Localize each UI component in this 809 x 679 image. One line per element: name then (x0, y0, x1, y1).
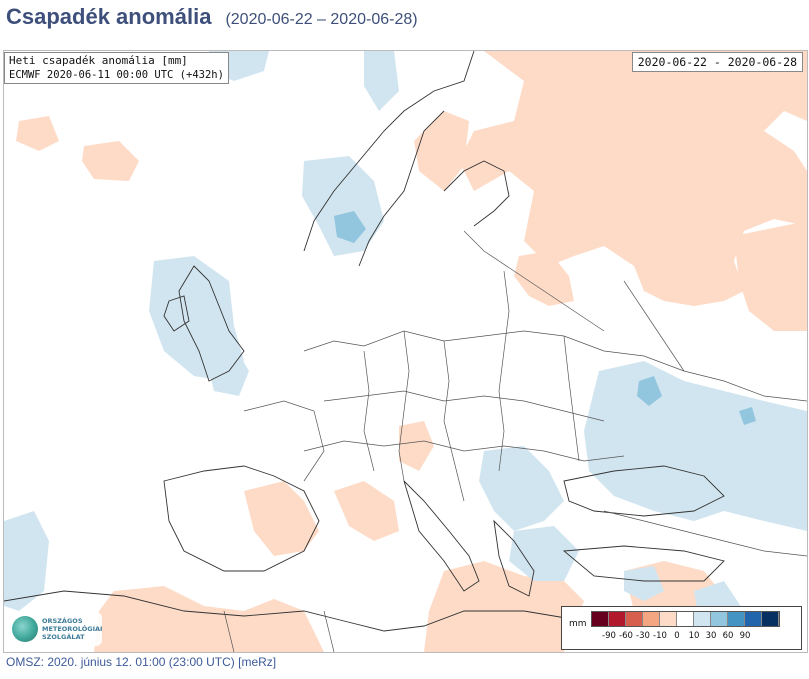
border-line-3 (303, 440, 625, 462)
finland-dry-area (414, 111, 469, 191)
date-range-box: 2020-06-22 - 2020-06-28 (631, 52, 803, 72)
border-line-12 (603, 510, 807, 557)
iberia-dry-area (244, 481, 319, 556)
black-sea-coast (563, 465, 725, 517)
legend-tick-label: 30 (705, 631, 717, 641)
border-line-2 (323, 390, 605, 422)
strong-wet-areas (334, 211, 756, 425)
legend-swatch (660, 612, 677, 626)
legend-swatches (591, 611, 780, 627)
omsz-logo[interactable]: ORSZÁGOS METEOROLÓGIAI SZOLGÁLAT (8, 612, 102, 646)
legend-swatch (762, 612, 779, 626)
legend-swatch (677, 612, 694, 626)
iberia-coast (163, 465, 320, 572)
finland-coast (443, 160, 510, 227)
lapland-wet-patch (364, 51, 399, 111)
legend-swatch (592, 612, 609, 626)
norway-strong-wet (334, 211, 366, 243)
britain-coast (178, 265, 245, 382)
page-title: Csapadék anomália (6, 4, 212, 29)
title-bar: Csapadék anomália (2020-06-22 – 2020-06-… (6, 4, 418, 34)
logo-line-1: ORSZÁGOS (42, 617, 83, 625)
omsz-logo-text: ORSZÁGOS METEOROLÓGIAI SZOLGÁLAT (42, 617, 102, 641)
border-line-5 (498, 270, 510, 472)
footer-credit: OMSZ: 2020. június 12. 01:00 (23:00 UTC)… (6, 655, 277, 669)
belarus-dry-area (514, 251, 574, 306)
legend-swatch (643, 612, 660, 626)
greece-coast (493, 519, 535, 597)
border-line-1 (303, 330, 807, 402)
atlantic-wet-patch (4, 511, 49, 611)
legend-swatch (626, 612, 643, 626)
east-dry-area (734, 221, 807, 331)
levant-wet-patch (624, 566, 664, 601)
mediterranean-dry-area (424, 561, 584, 652)
legend-tick-label: 90 (739, 631, 751, 641)
map-info-box: Heti csapadék anomália [mm] ECMWF 2020-0… (4, 52, 229, 84)
border-line-13 (323, 610, 335, 652)
coastlines (4, 51, 725, 632)
legend-swatch (694, 612, 711, 626)
logo-line-3: SZOLGÁLAT (42, 633, 85, 641)
balkans-wet-area (479, 446, 564, 531)
north-sea-dry-patch (82, 141, 139, 181)
border-line-11 (243, 400, 325, 482)
italy-coast (403, 480, 480, 592)
caucasus-strong-wet (739, 407, 756, 425)
channel-wet-patch (204, 346, 249, 396)
legend-unit: mm (569, 619, 587, 629)
info-line-2: ECMWF 2020-06-11 00:00 UTC (+432h) (9, 69, 224, 81)
norway-wet-area (302, 156, 384, 256)
iceland-dry-patch (16, 116, 59, 151)
black-sea-wet-area (584, 361, 807, 531)
norway-coast (303, 51, 475, 252)
border-line-4 (398, 330, 410, 482)
alps-dry-patch (399, 421, 434, 471)
legend-tick-label: -60 (619, 631, 633, 641)
ukraine-strong-wet (637, 376, 662, 406)
dry-anomaly-areas (16, 51, 807, 652)
africa-coast (4, 590, 585, 632)
country-borders (223, 230, 807, 652)
border-line-14 (223, 610, 235, 652)
greece-wet-area (509, 526, 579, 581)
color-legend: mm -90 -60 -30 -10 0 10 30 60 90 (561, 606, 802, 650)
legend-swatch (745, 612, 762, 626)
info-line-1: Heti csapadék anomália [mm] (9, 54, 188, 67)
ireland-coast (163, 295, 190, 332)
turkey-coast (562, 545, 725, 582)
period-label: (2020-06-22 – 2020-06-28) (225, 11, 418, 28)
omsz-logo-icon (12, 616, 38, 642)
legend-tick-label: 10 (688, 631, 700, 641)
legend-ticks: -90 -60 -30 -10 0 10 30 60 90 (591, 631, 801, 643)
border-line-9 (623, 280, 685, 372)
legend-tick-label: 0 (674, 631, 680, 641)
map-frame[interactable] (3, 50, 808, 653)
border-line-6 (363, 350, 375, 472)
border-line-8 (563, 335, 580, 462)
france-south-dry-area (334, 481, 399, 541)
logo-line-2: METEOROLÓGIAI (42, 625, 103, 633)
legend-swatch (609, 612, 626, 626)
north-africa-dry-area (94, 586, 324, 652)
legend-swatch (711, 612, 728, 626)
border-line-7 (443, 340, 465, 502)
russia-dry-area (459, 51, 807, 306)
border-line-10 (463, 230, 605, 332)
legend-swatch (728, 612, 745, 626)
sweden-coast (358, 110, 445, 267)
precipitation-map[interactable] (4, 51, 807, 652)
legend-tick-label: -90 (602, 631, 616, 641)
legend-tick-label: -10 (653, 631, 667, 641)
legend-tick-label: -30 (636, 631, 650, 641)
legend-tick-label: 60 (722, 631, 734, 641)
